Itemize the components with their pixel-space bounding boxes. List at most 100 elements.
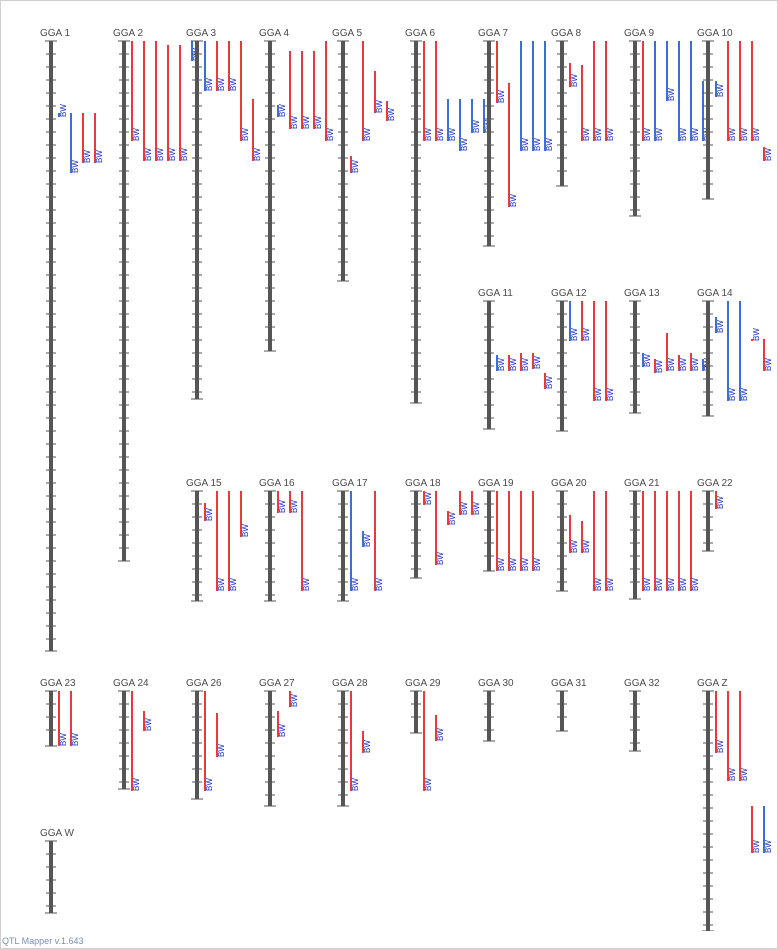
qtl-trait-label: BW xyxy=(594,128,603,141)
chromosome-group: GGA 13BWBWBWBWBWBW xyxy=(624,288,712,414)
qtl-trait-label: BW xyxy=(205,778,214,791)
qtl-trait-label: BW xyxy=(594,388,603,401)
qtl-trait-label: BW xyxy=(278,500,287,513)
qtl-trait-label: BW xyxy=(594,578,603,591)
chromosome-bar xyxy=(706,491,710,551)
chromosome-bar xyxy=(706,301,710,416)
qtl-trait-label: BW xyxy=(290,116,299,129)
qtl-trait-label: BW xyxy=(606,128,615,141)
chromosome-group: GGA 30 xyxy=(478,678,514,742)
chromosome-bar xyxy=(487,301,491,429)
qtl-trait-label: BW xyxy=(95,150,104,163)
chromosome-group: GGA 9BWBWBWBWBWBW xyxy=(624,28,712,217)
qtl-trait-label: BW xyxy=(241,524,250,537)
qtl-trait-label: BW xyxy=(472,120,481,133)
qtl-trait-label: BW xyxy=(740,128,749,141)
qtl-trait-label: BW xyxy=(326,128,335,141)
qtl-trait-label: BW xyxy=(217,578,226,591)
qtl-trait-label: BW xyxy=(728,768,737,781)
chromosome-label: GGA 2 xyxy=(113,28,143,39)
chromosome-label: GGA 27 xyxy=(259,678,295,689)
qtl-trait-label: BW xyxy=(679,578,688,591)
chromosome-bar xyxy=(414,491,418,578)
qtl-trait-label: BW xyxy=(229,78,238,91)
qtl-trait-label: BW xyxy=(764,148,773,161)
chromosome-group: GGA 26 BW BW xyxy=(186,678,226,800)
qtl-trait-label: BW xyxy=(351,578,360,591)
qtl-trait-label: BW xyxy=(752,840,761,853)
qtl-trait-label: BW xyxy=(363,534,372,547)
chromosome-group: GGA 22 BW xyxy=(697,478,733,552)
qtl-trait-label: BW xyxy=(424,128,433,141)
chromosome-label: GGA 13 xyxy=(624,288,660,299)
qtl-trait-label: BW xyxy=(752,128,761,141)
qtl-trait-label: BW xyxy=(387,108,396,121)
qtl-trait-label: BW xyxy=(509,558,518,571)
qtl-trait-label: BW xyxy=(168,148,177,161)
qtl-trait-label: BW xyxy=(509,358,518,371)
chromosome-bar xyxy=(633,301,637,413)
qtl-trait-label: BW xyxy=(472,502,481,515)
chromosome-label: GGA 22 xyxy=(697,478,733,489)
qtl-trait-label: BW xyxy=(436,728,445,741)
chromosome-group: GGA 2BWBWBWBWBWBW xyxy=(113,28,201,562)
qtl-trait-label: BW xyxy=(132,128,141,141)
chromosome-label: GGA W xyxy=(40,828,74,839)
chromosome-group: GGA 23 BW BW xyxy=(40,678,80,747)
chromosome-bar xyxy=(487,691,491,741)
qtl-trait-label: BW xyxy=(290,500,299,513)
qtl-trait-label: BW xyxy=(278,724,287,737)
chromosome-bar xyxy=(122,691,126,789)
qtl-trait-label: BW xyxy=(740,768,749,781)
qtl-trait-label: BW xyxy=(728,388,737,401)
chromosome-label: GGA 29 xyxy=(405,678,441,689)
qtl-trait-label: BW xyxy=(582,540,591,553)
qtl-trait-label: BW xyxy=(691,578,700,591)
chromosome-label: GGA 17 xyxy=(332,478,368,489)
qtl-trait-label: BW xyxy=(533,138,542,151)
qtl-trait-label: BW xyxy=(570,328,579,341)
chromosome-label: GGA 1 xyxy=(40,28,70,39)
chromosome-label: GGA 21 xyxy=(624,478,660,489)
qtl-trait-label: BW xyxy=(497,90,506,103)
qtl-trait-label: BW xyxy=(752,328,761,341)
chromosome-label: GGA 16 xyxy=(259,478,295,489)
chromosome-label: GGA 8 xyxy=(551,28,581,39)
qtl-trait-label: BW xyxy=(728,128,737,141)
chromosome-bar xyxy=(49,841,53,913)
qtl-trait-label: BW xyxy=(606,578,615,591)
qtl-trait-label: BW xyxy=(205,508,214,521)
qtl-trait-label: BW xyxy=(217,744,226,757)
chromosome-label: GGA 24 xyxy=(113,678,149,689)
qtl-trait-label: BW xyxy=(180,148,189,161)
qtl-trait-label: BW xyxy=(460,138,469,151)
chromosome-bar xyxy=(195,691,199,799)
chromosome-bar xyxy=(268,41,272,351)
chromosome-bar xyxy=(49,691,53,746)
chromosome-bar xyxy=(560,691,564,731)
chromosome-bar xyxy=(195,41,199,399)
version-footer: QTL Mapper v.1.643 xyxy=(2,936,84,946)
chromosome-bar xyxy=(268,491,272,601)
qtl-trait-label: BW xyxy=(740,388,749,401)
qtl-trait-label: BW xyxy=(643,578,652,591)
chromosome-bar xyxy=(49,41,53,651)
qtl-trait-label: BW xyxy=(521,358,530,371)
qtl-trait-label: BW xyxy=(351,778,360,791)
qtl-trait-label: BW xyxy=(156,148,165,161)
qtl-trait-label: BW xyxy=(545,138,554,151)
chromosome-group: GGA 6BWBWBWBWBWBW xyxy=(405,28,493,404)
qtl-trait-label: BW xyxy=(424,778,433,791)
chromosome-bar xyxy=(487,41,491,246)
chromosome-label: GGA 3 xyxy=(186,28,216,39)
chromosome-group: GGA 28 BW BW xyxy=(332,678,372,807)
chromosome-bar xyxy=(706,691,710,931)
qtl-trait-label: BW xyxy=(643,354,652,367)
